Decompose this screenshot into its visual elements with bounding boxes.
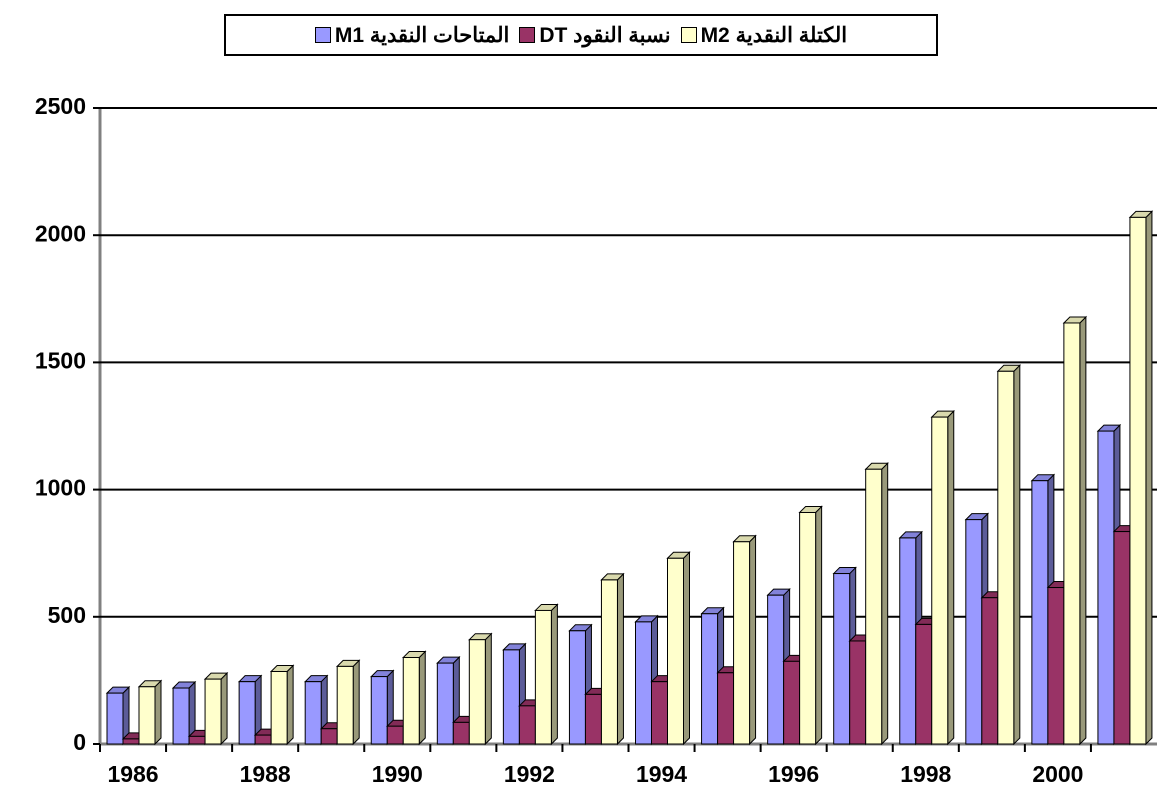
bar-side: [616, 572, 624, 746]
bar: [204, 678, 222, 745]
legend-swatch: [680, 27, 697, 43]
x-tick-label: 1994: [636, 761, 687, 787]
bar-side: [881, 462, 889, 746]
bar: [783, 660, 801, 745]
bar: [651, 681, 668, 745]
bar: [767, 594, 785, 745]
y-tick-label: 2000: [35, 220, 86, 246]
bar-side: [1079, 315, 1087, 746]
y-tick-label: 500: [48, 602, 86, 628]
bar-side: [1145, 210, 1153, 746]
bar-side: [352, 659, 360, 746]
y-tick-label: 1500: [35, 347, 86, 373]
bar: [1063, 322, 1081, 745]
y-tick-label: 2500: [35, 93, 86, 119]
bar-side: [683, 551, 690, 746]
bar: [534, 609, 552, 745]
bar: [915, 623, 933, 745]
bar: [717, 672, 735, 745]
legend-label: الكتلة النقدية M2: [700, 23, 848, 47]
bar: [899, 537, 917, 745]
bar: [701, 613, 719, 745]
bar: [849, 640, 867, 745]
x-tick-label: 1990: [372, 761, 423, 787]
bar-side: [947, 409, 955, 746]
bar: [188, 735, 206, 745]
bar-side: [749, 534, 757, 746]
bar: [667, 557, 684, 745]
bar-side: [286, 664, 294, 746]
bar: [370, 676, 388, 745]
bar: [584, 693, 602, 745]
bar: [386, 725, 404, 745]
legend-item: الكتلة النقدية M2: [680, 23, 848, 48]
bar: [402, 657, 420, 745]
bar-side: [220, 671, 228, 746]
bar: [270, 670, 288, 745]
bar: [635, 621, 652, 745]
bar: [600, 579, 618, 745]
legend-item: المتاحات النقدية M1: [314, 23, 510, 48]
bar: [138, 686, 156, 745]
legend-label: نسبة النقود DT: [539, 23, 671, 47]
bar-side: [1013, 364, 1021, 746]
bar: [518, 705, 536, 745]
legend-swatch: [314, 27, 331, 43]
bar: [1129, 216, 1147, 745]
bar: [833, 573, 851, 745]
legend-label: المتاحات النقدية M1: [334, 23, 510, 47]
bar: [997, 370, 1015, 745]
bar: [981, 597, 999, 745]
bar: [238, 681, 256, 745]
bar: [1097, 430, 1115, 745]
bar: [320, 728, 338, 745]
bar: [931, 416, 949, 745]
x-tick-label: 2000: [1032, 761, 1083, 787]
bar-side: [815, 505, 823, 746]
bar: [965, 519, 983, 745]
x-tick-label: 1992: [504, 761, 555, 787]
bar: [468, 639, 486, 745]
bar-side: [418, 650, 426, 746]
x-tick-label: 1998: [900, 761, 951, 787]
bar: [1031, 480, 1049, 745]
bar-side: [484, 632, 492, 746]
legend-swatch: [519, 27, 536, 43]
bar: [254, 734, 272, 745]
bar: [436, 662, 454, 745]
x-tick-label: 1996: [768, 761, 819, 787]
bar: [799, 511, 817, 745]
y-tick-label: 1000: [35, 475, 86, 501]
bar: [106, 692, 124, 745]
bar: [452, 721, 470, 745]
legend: المتاحات النقدية M1 نسبة النقود DT الكتلة …: [224, 14, 938, 56]
bar: [568, 630, 586, 745]
bar: [172, 687, 190, 745]
bar: [122, 738, 140, 745]
bar: [1113, 531, 1131, 745]
bar: [1047, 587, 1065, 745]
bar: [865, 468, 883, 745]
x-tick-label: 1986: [107, 761, 158, 787]
bar-side: [154, 679, 162, 746]
bar: [502, 649, 520, 745]
legend-item: نسبة النقود DT: [519, 23, 671, 48]
y-tick-label: 0: [73, 729, 86, 755]
bar: [336, 665, 354, 745]
bar-side: [550, 603, 558, 746]
x-tick-label: 1988: [240, 761, 291, 787]
bar: [733, 541, 751, 745]
bar: [304, 681, 322, 745]
